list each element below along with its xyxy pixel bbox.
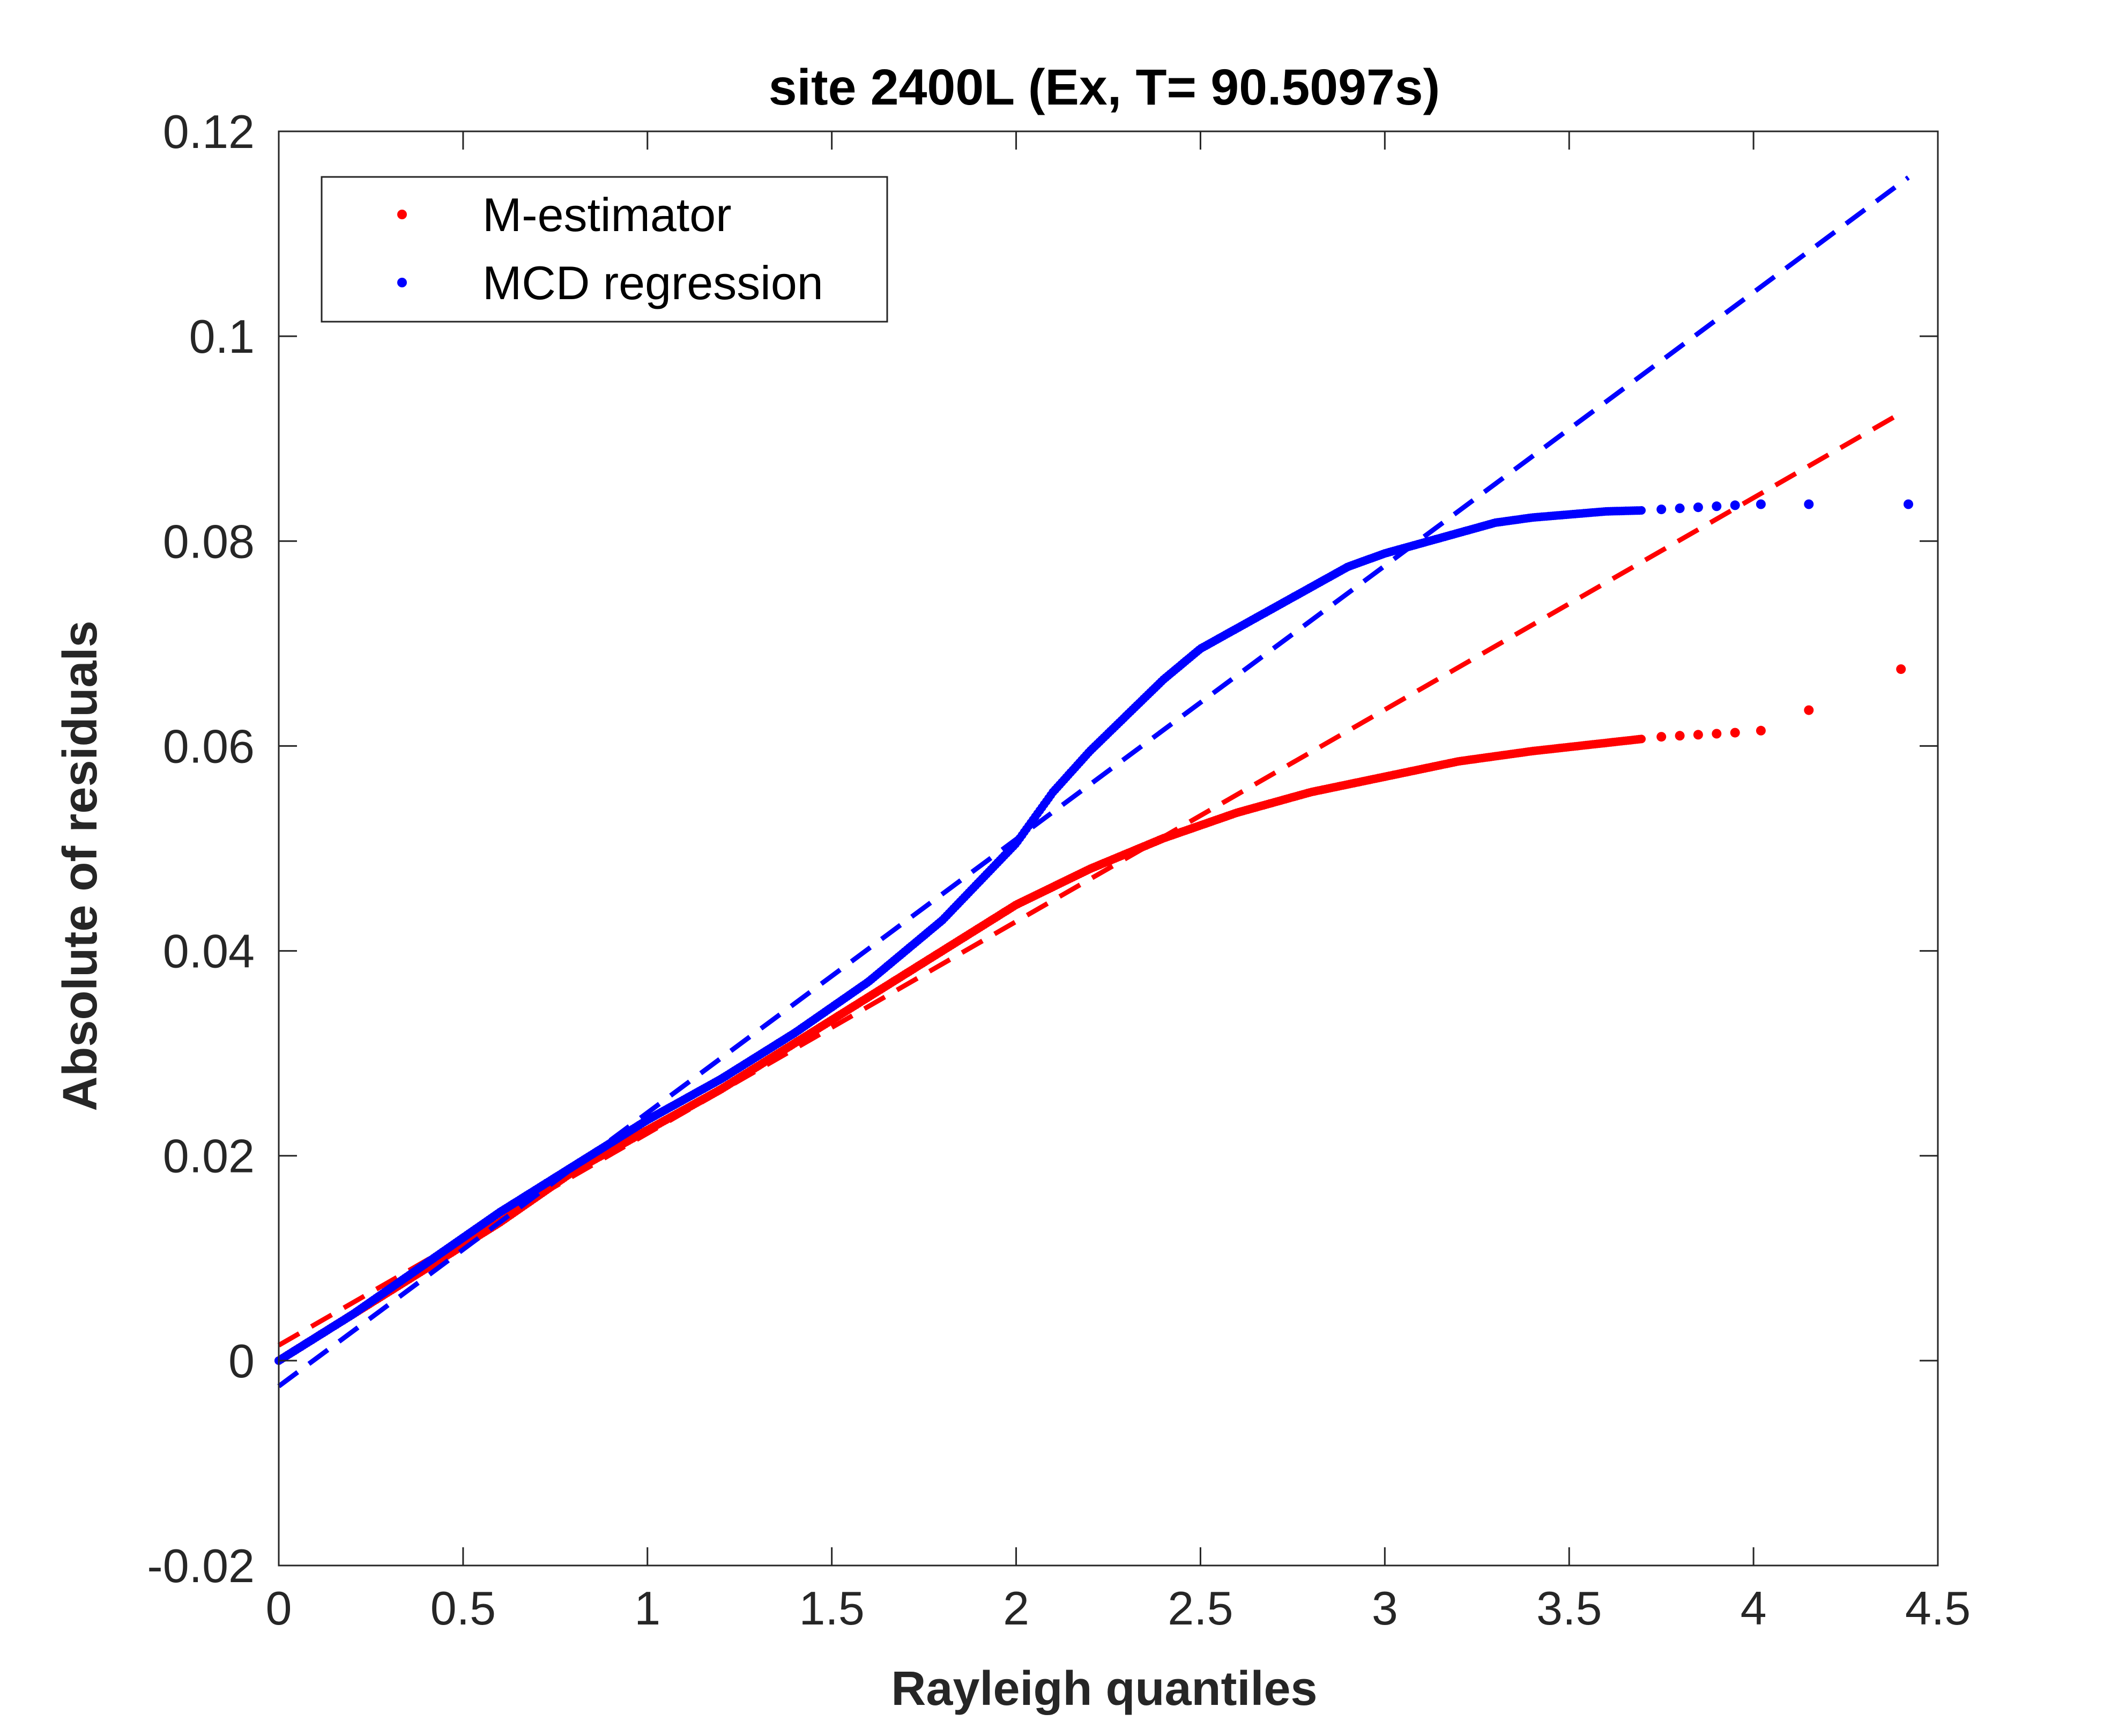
y-tick-label: -0.02 bbox=[147, 1539, 255, 1592]
y-tick-label: 0.1 bbox=[189, 310, 255, 363]
mcd-regression-point bbox=[1730, 500, 1740, 510]
x-tick-label: 1.5 bbox=[799, 1582, 864, 1635]
x-tick-label: 2.5 bbox=[1168, 1582, 1233, 1635]
y-tick-label: 0.06 bbox=[163, 719, 255, 773]
legend: M-estimator MCD regression bbox=[321, 176, 888, 323]
y-axis-label: Absolute of residuals bbox=[54, 620, 107, 1111]
m-estimator-point bbox=[1896, 664, 1906, 674]
legend-marker-m-estimator bbox=[397, 210, 407, 219]
mcd-regression-point bbox=[1712, 501, 1722, 511]
y-tick-label: 0 bbox=[228, 1334, 255, 1388]
mcd-regression-point bbox=[1637, 506, 1646, 515]
axes-box bbox=[278, 130, 1939, 1567]
y-tick-label: 0.08 bbox=[163, 515, 255, 568]
m-estimator-point bbox=[1730, 728, 1740, 738]
legend-entry-m-estimator: M-estimator bbox=[482, 188, 732, 241]
x-tick-label: 1 bbox=[634, 1582, 660, 1635]
x-axis-label: Rayleigh quantiles bbox=[891, 1662, 1317, 1716]
chart-title: site 2400L (Ex, T= 90.5097s) bbox=[769, 59, 1440, 116]
legend-entry-mcd-regression: MCD regression bbox=[482, 256, 823, 309]
plot-area bbox=[274, 175, 1913, 1389]
mcd-regression-point bbox=[1756, 499, 1766, 509]
mcd-regression-point bbox=[1804, 499, 1814, 509]
x-tick-label: 0 bbox=[266, 1582, 292, 1635]
mcd-regression-point bbox=[1656, 505, 1667, 515]
m-estimator-point bbox=[1693, 730, 1703, 740]
m-estimator-point bbox=[1637, 735, 1646, 744]
x-tick-label: 3.5 bbox=[1536, 1582, 1602, 1635]
x-tick-label: 2 bbox=[1003, 1582, 1029, 1635]
m-estimator-point bbox=[1756, 725, 1766, 736]
axes: 0 0.5 1 1.5 2 2.5 3 3.5 4 4.5-0.0200.020.040.060.… bbox=[147, 105, 1971, 1635]
m-estimator-point bbox=[1804, 705, 1814, 715]
mcd-regression-point bbox=[1904, 499, 1913, 509]
y-tick-label: 0.02 bbox=[163, 1130, 255, 1183]
mcd-regression-point bbox=[1693, 502, 1703, 513]
mcd-regression-points bbox=[274, 499, 1913, 1365]
mcd-regression-point bbox=[1675, 503, 1685, 514]
x-tick-label: 0.5 bbox=[430, 1582, 496, 1635]
m-estimator-point bbox=[1675, 731, 1685, 741]
x-tick-label: 3 bbox=[1372, 1582, 1398, 1635]
legend-marker-mcd-regression bbox=[397, 278, 407, 287]
x-tick-label: 4.5 bbox=[1905, 1582, 1971, 1635]
y-tick-label: 0.12 bbox=[163, 105, 255, 158]
y-tick-label: 0.04 bbox=[163, 925, 255, 978]
x-tick-label: 4 bbox=[1741, 1582, 1767, 1635]
legend-box bbox=[321, 176, 888, 323]
m-estimator-point bbox=[1712, 729, 1722, 739]
m-estimator-point bbox=[1656, 732, 1667, 742]
